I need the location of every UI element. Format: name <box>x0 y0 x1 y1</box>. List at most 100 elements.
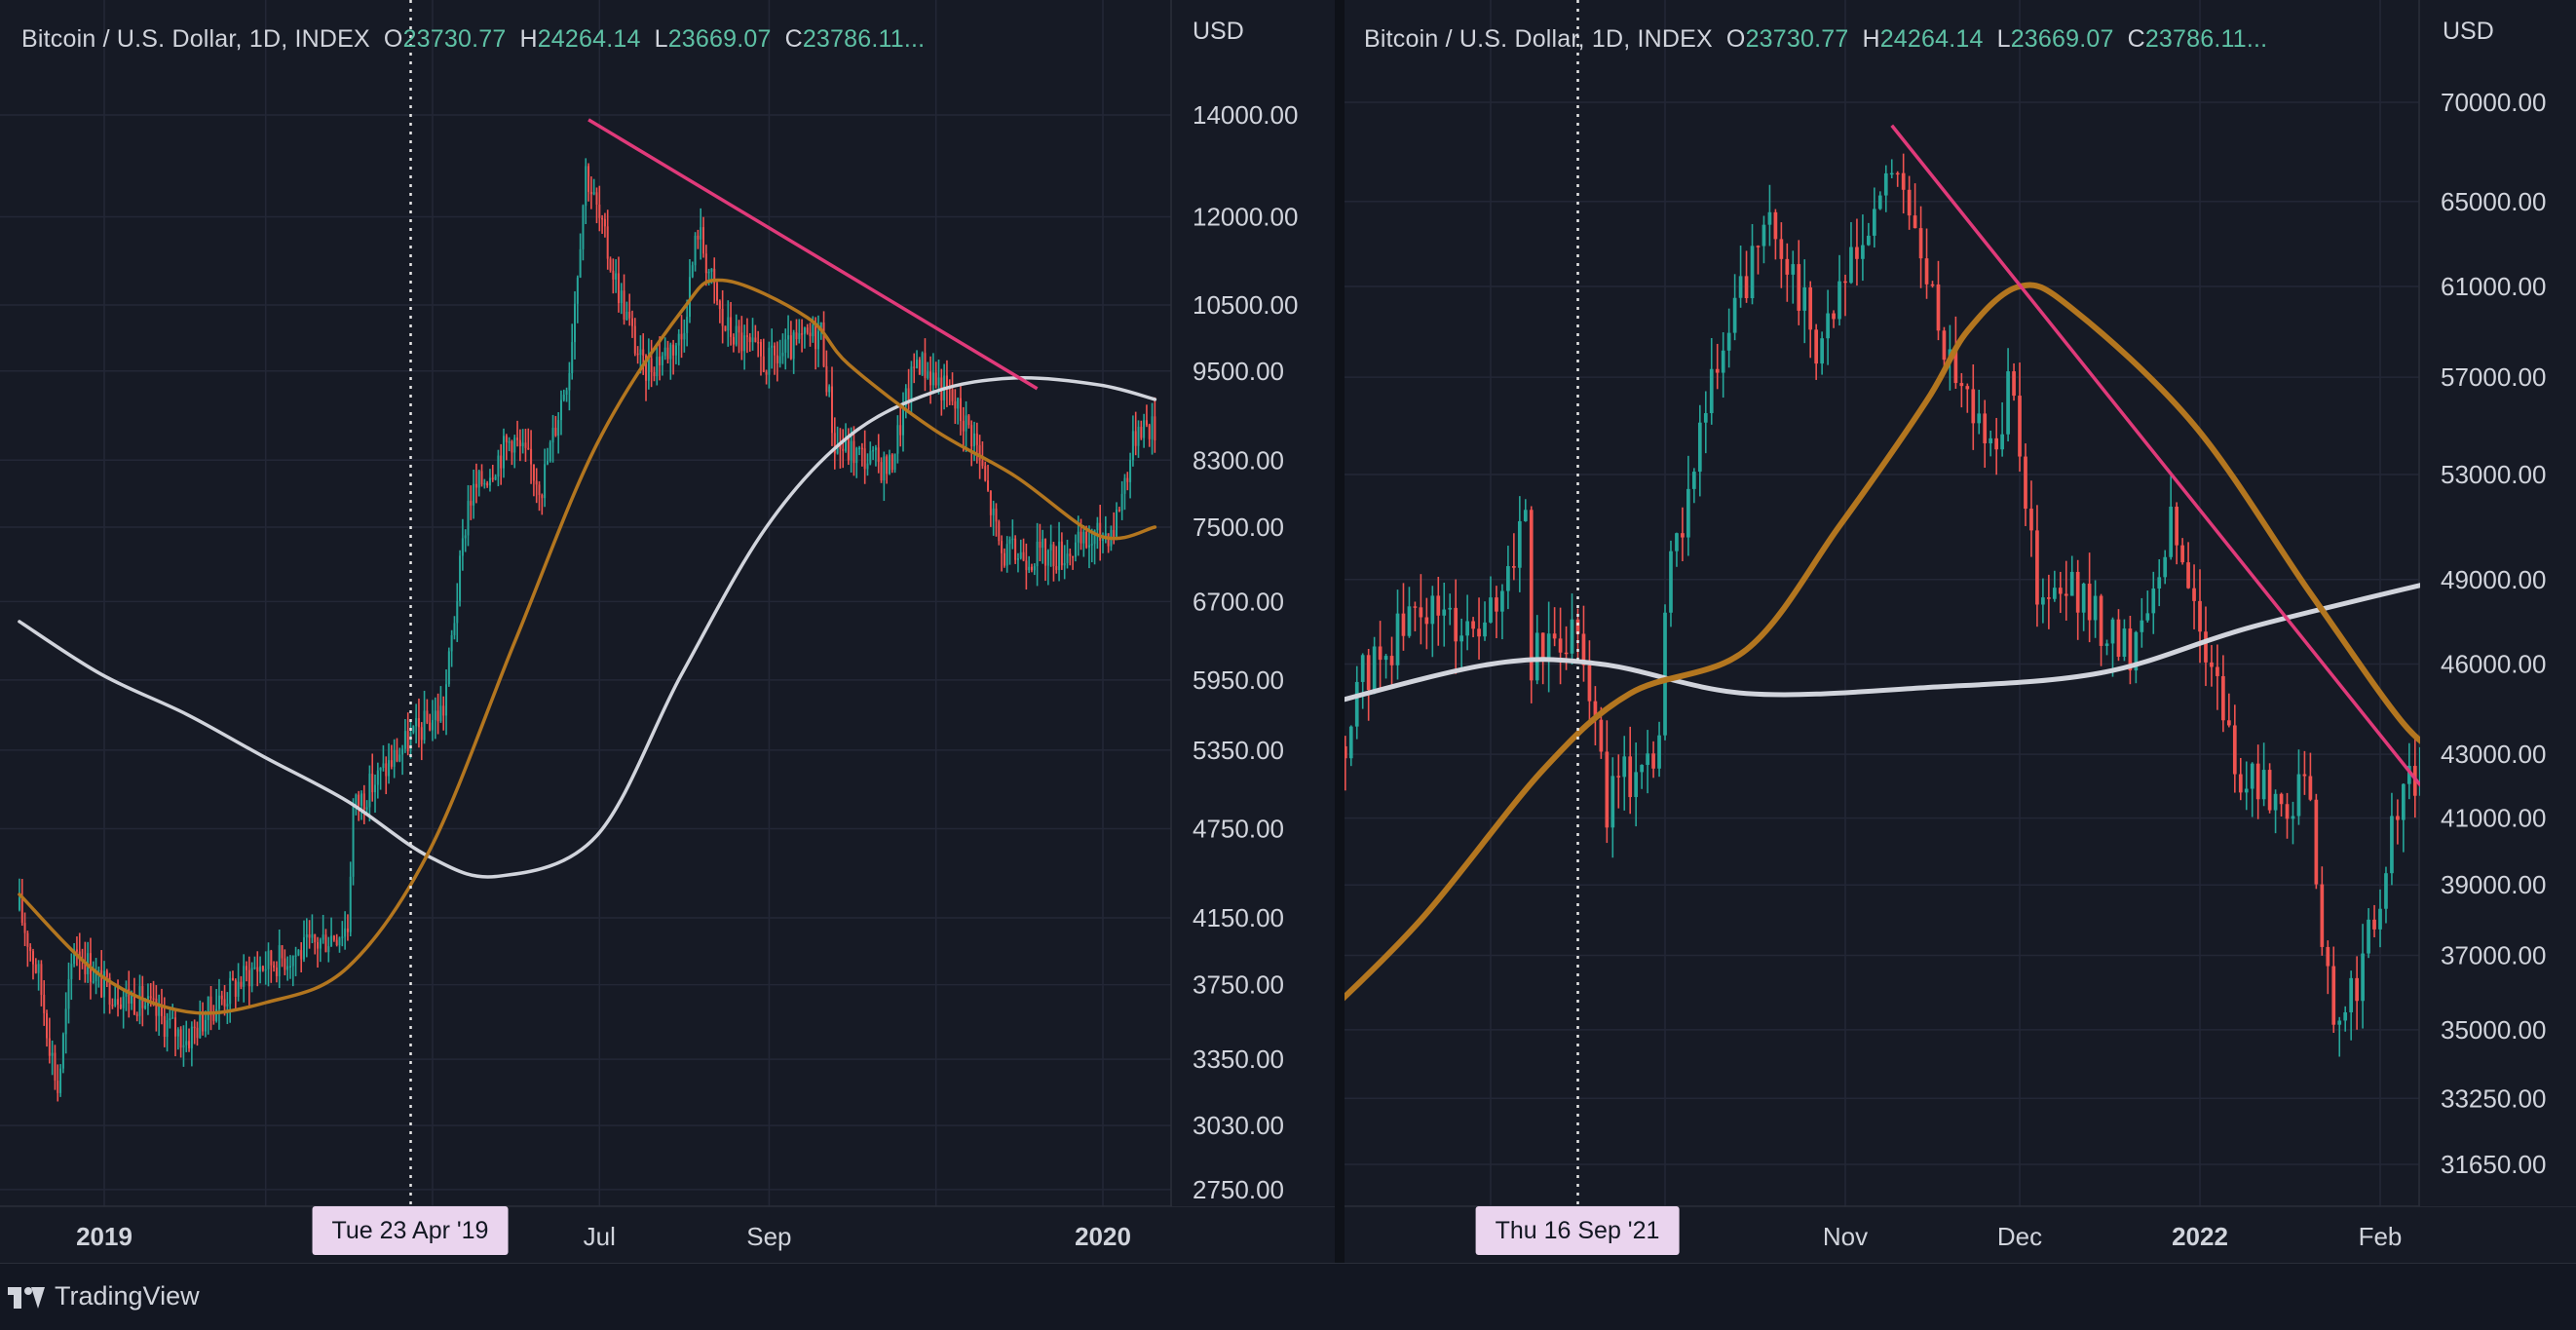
candle-body <box>653 371 656 377</box>
candle-body <box>801 333 804 335</box>
candle-body <box>1389 656 1394 665</box>
candle <box>1802 259 1807 344</box>
pane-divider[interactable] <box>1335 0 1345 1263</box>
candle-body <box>568 373 571 391</box>
candle-body <box>691 265 694 278</box>
candle <box>686 299 689 347</box>
candle <box>1028 555 1031 574</box>
candle <box>2006 348 2010 442</box>
candle-body <box>2157 577 2162 589</box>
candle-body <box>2285 804 2290 819</box>
candle <box>34 958 37 974</box>
candle-body <box>1506 566 1510 591</box>
chart-canvas-2019[interactable]: 14000.00 12000.00 10500.00 9500.00 8300.00 75… <box>0 0 1335 1263</box>
candle-body <box>1030 566 1033 571</box>
candle-body <box>822 322 825 366</box>
candle-body <box>284 958 286 970</box>
candle-body <box>1069 553 1072 556</box>
candle <box>776 341 778 382</box>
candle-body <box>281 945 284 959</box>
candle <box>2081 582 2086 631</box>
candle <box>656 346 659 386</box>
candle-body <box>250 968 253 987</box>
candle <box>1016 552 1019 573</box>
candle <box>1587 640 1592 724</box>
candle-body <box>396 749 398 762</box>
candle-body <box>1599 719 1604 752</box>
candle-body <box>562 395 565 400</box>
candle-body <box>910 366 913 401</box>
candle-body <box>615 273 618 280</box>
candle-body <box>538 484 541 495</box>
price-tick-label: 12000.00 <box>1193 202 1298 231</box>
candle-body <box>907 388 910 401</box>
candle-body <box>459 555 462 601</box>
candle-body <box>959 398 962 421</box>
candle <box>1605 720 1610 844</box>
candle <box>43 980 46 1026</box>
candle-body <box>645 355 648 381</box>
candle <box>1407 587 1412 638</box>
candle-body <box>2128 628 2133 671</box>
candle-body <box>847 437 850 461</box>
candle <box>204 1010 207 1038</box>
candle <box>1552 607 1557 647</box>
chart-panel-2019[interactable]: 14000.00 12000.00 10500.00 9500.00 8300.00 75… <box>0 0 1335 1263</box>
candle <box>1154 397 1156 453</box>
candle-body <box>858 447 861 450</box>
candle <box>582 204 585 261</box>
candle-body <box>995 508 998 522</box>
candle-body <box>1721 350 1725 373</box>
candle <box>735 314 738 347</box>
candle-body <box>518 439 521 447</box>
candle-body <box>311 933 314 938</box>
candle <box>516 420 519 447</box>
candle <box>355 793 358 816</box>
price-axis-bg <box>2420 0 2576 1206</box>
candle-body <box>1063 562 1066 566</box>
candle-body <box>2145 613 2150 621</box>
candle-body <box>473 483 475 506</box>
candle-body <box>2058 588 2063 594</box>
candle-body <box>488 477 491 486</box>
candle <box>396 738 398 763</box>
candle-body <box>842 448 845 451</box>
candle-body <box>1046 550 1049 566</box>
chart-panel-2021[interactable]: 70000.00 65000.00 61000.00 57000.00 53000.00… <box>1345 0 2576 1263</box>
candle-body <box>508 440 511 443</box>
candle-body <box>1096 522 1099 531</box>
candle-body <box>1123 477 1126 494</box>
candle <box>166 1012 169 1052</box>
candle-body <box>1477 628 1481 637</box>
candle <box>317 936 320 969</box>
candle-body <box>1049 544 1052 551</box>
candle-body <box>388 760 391 777</box>
candle-body <box>1025 560 1028 571</box>
candle-body <box>2012 371 2016 397</box>
candle-body <box>237 981 240 997</box>
candle <box>948 379 951 405</box>
candle <box>2267 763 2272 814</box>
candle-body <box>2216 666 2219 676</box>
tradingview-logo[interactable]: TradingView <box>8 1281 200 1311</box>
candle <box>1512 533 1516 581</box>
candle <box>541 493 544 515</box>
candle <box>825 350 828 397</box>
candle <box>190 1021 193 1067</box>
candle-body <box>984 466 987 481</box>
candle <box>234 978 237 1011</box>
candle <box>544 448 547 508</box>
chart-canvas-2021[interactable]: 70000.00 65000.00 61000.00 57000.00 53000.00… <box>1345 0 2576 1263</box>
candle-body <box>721 308 724 326</box>
candle-body <box>1143 420 1146 438</box>
candle <box>291 955 294 987</box>
candle-body <box>1489 597 1493 623</box>
candle-body <box>2180 545 2184 563</box>
candle-body <box>256 967 259 972</box>
legend-high-value: 24264.14 <box>1879 25 1984 53</box>
candle <box>401 744 404 776</box>
candle-body <box>382 763 385 768</box>
candle-body <box>1826 313 1830 339</box>
candle <box>559 390 562 436</box>
candle <box>97 966 100 988</box>
